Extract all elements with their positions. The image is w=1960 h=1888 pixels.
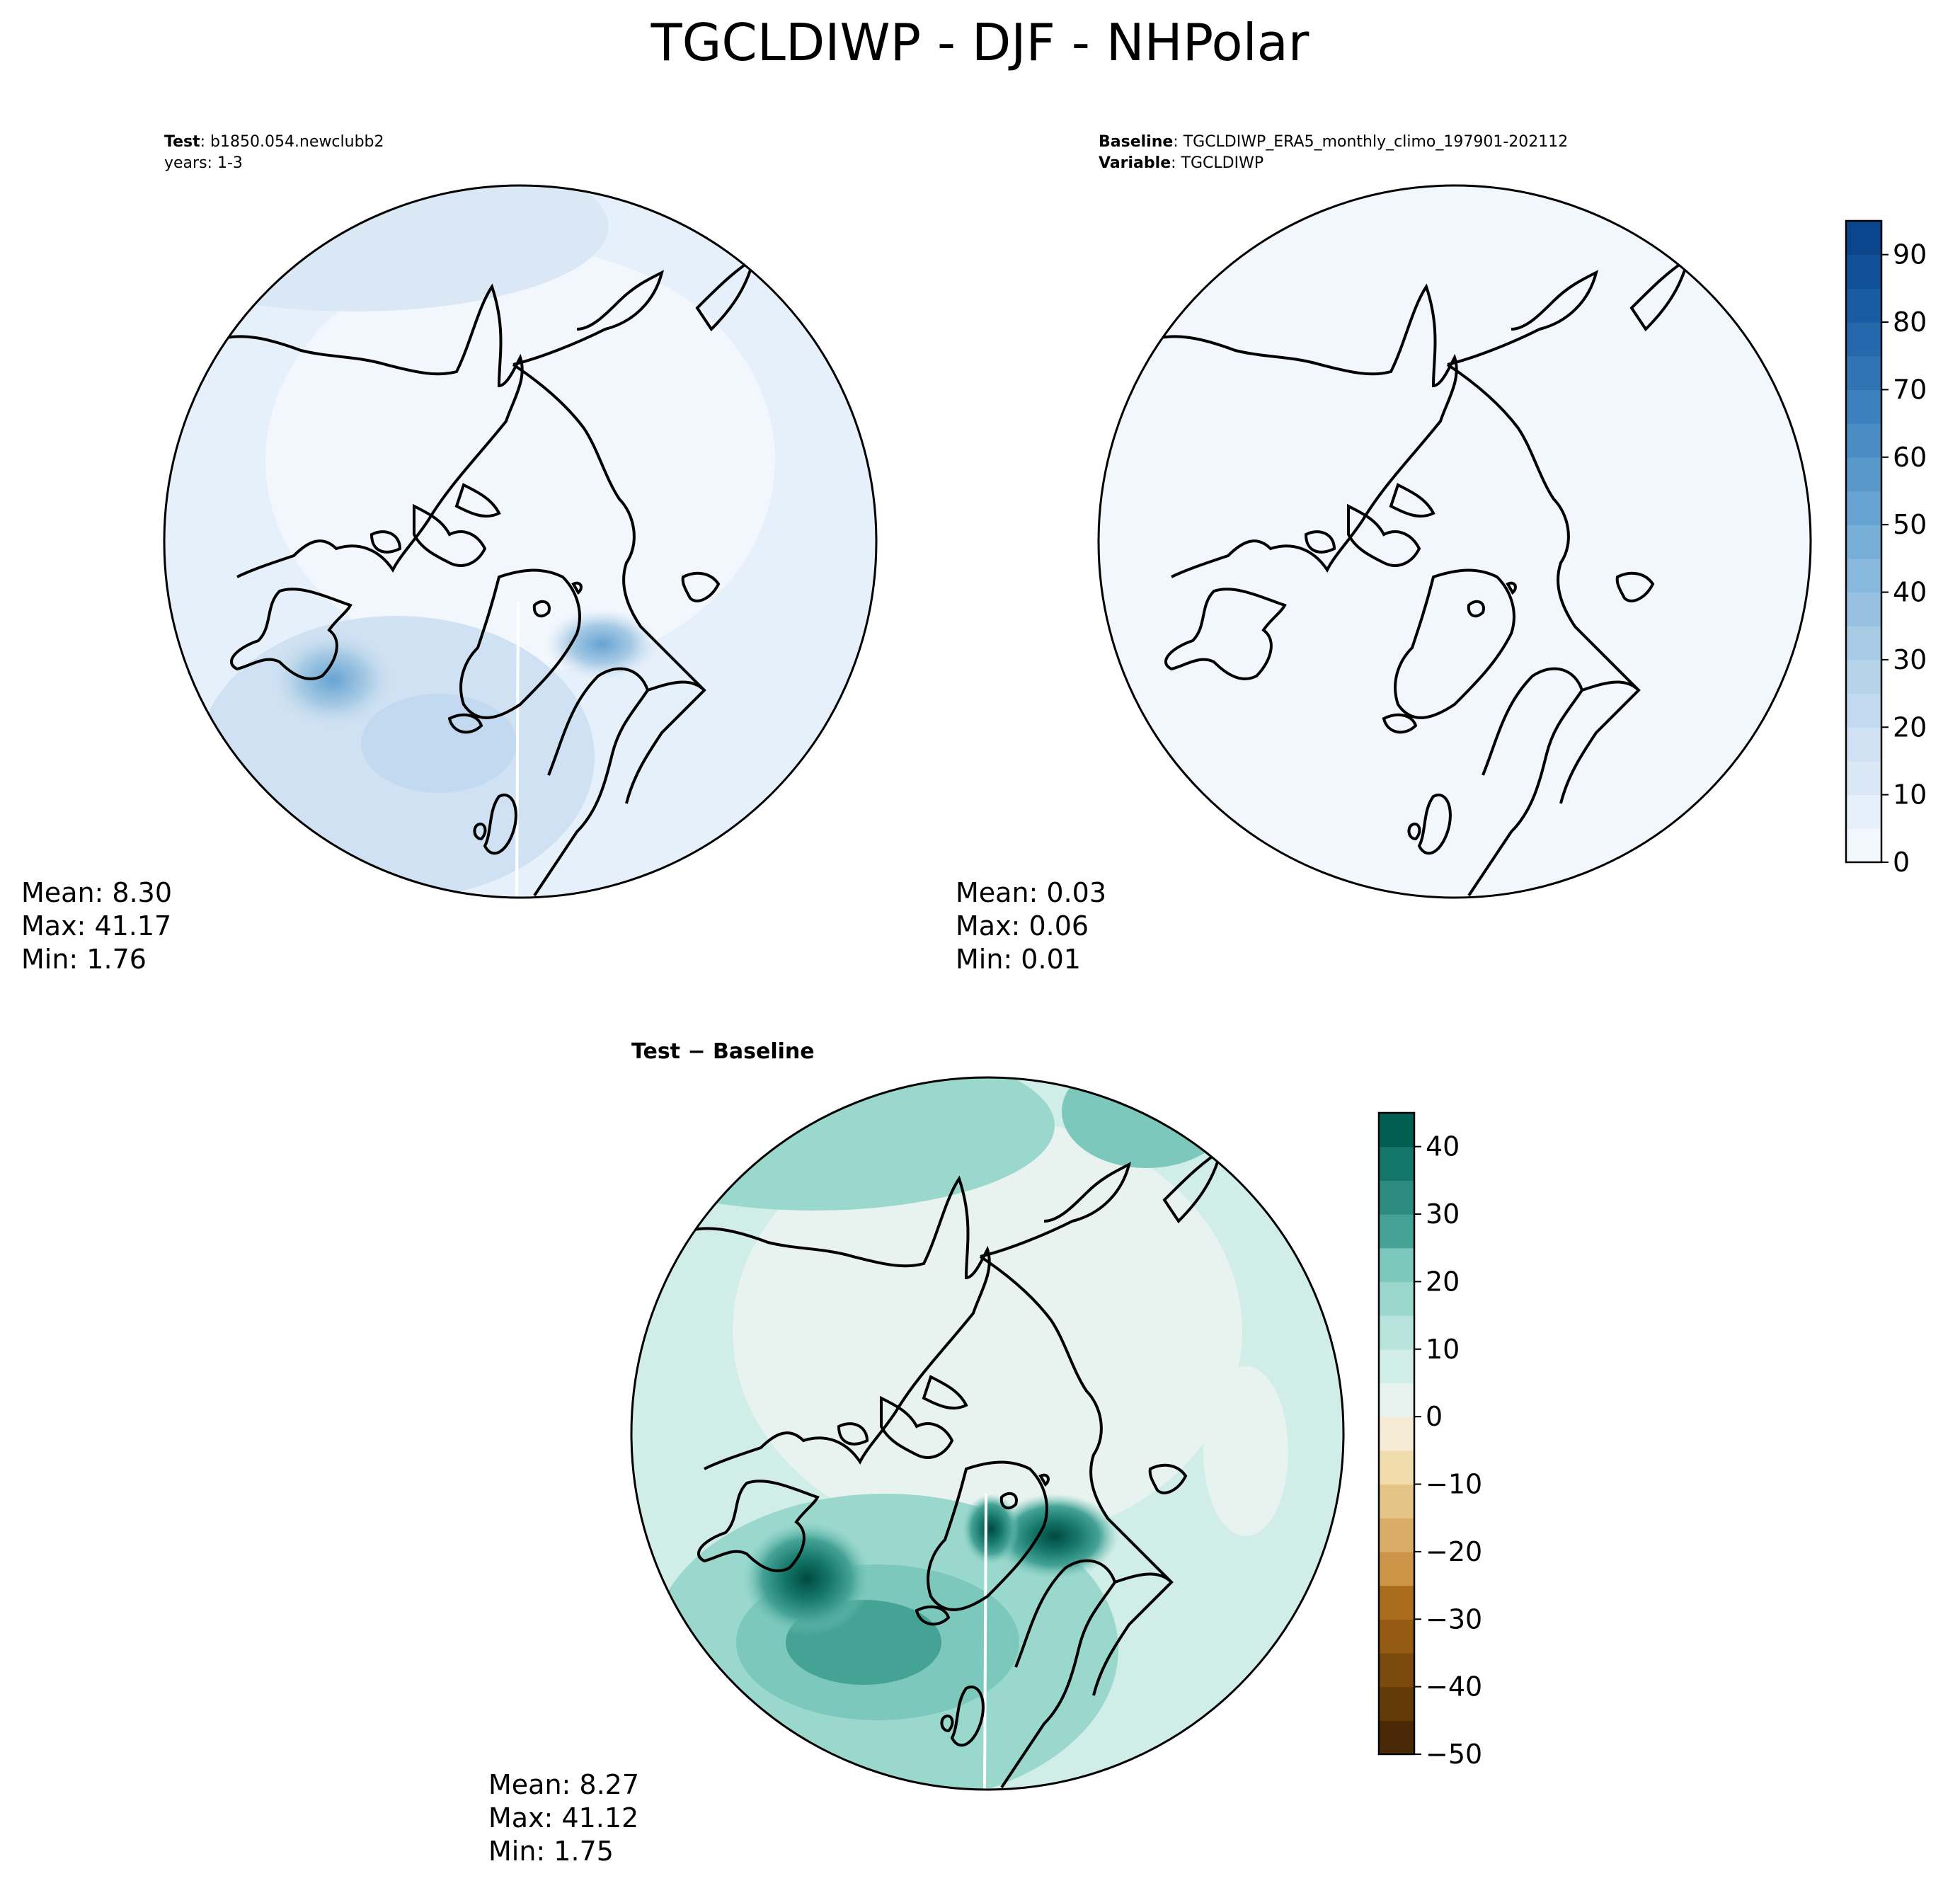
colorbar-brbg-segment	[1379, 1720, 1414, 1755]
test-header: Test: b1850.054.newclubb2 years: 1-3	[164, 132, 384, 174]
baseline-map	[1097, 184, 1812, 899]
test-label: Test	[164, 133, 200, 151]
colorbar-blues-tick-label: 50	[1893, 509, 1927, 540]
baseline-stats: Mean: 0.03 Max: 0.06 Min: 0.01	[956, 876, 1106, 976]
colorbar-brbg-segment	[1379, 1551, 1414, 1586]
test-min: Min: 1.76	[21, 944, 147, 975]
diff-mean: Mean: 8.27	[488, 1769, 640, 1800]
baseline-min: Min: 0.01	[956, 944, 1081, 975]
colorbar-blues-segment	[1846, 693, 1881, 728]
colorbar-brbg-tick-label: 10	[1426, 1334, 1460, 1365]
test-years: years: 1-3	[164, 154, 243, 172]
colorbar-blues-tick-label: 10	[1893, 779, 1927, 811]
colorbar-blues-tick-label: 90	[1893, 239, 1927, 270]
test-mean: Mean: 8.30	[21, 877, 173, 908]
colorbar-blues-segment	[1846, 254, 1881, 289]
colorbar-blues-segment	[1846, 760, 1881, 796]
colorbar-brbg-segment	[1379, 1518, 1414, 1552]
test-case-name: b1850.054.newclubb2	[210, 133, 384, 151]
colorbar-blues-segment	[1846, 659, 1881, 694]
colorbar-blues-segment	[1846, 626, 1881, 660]
colorbar-blues-frame	[1845, 219, 1883, 864]
colorbar-brbg-segment	[1379, 1686, 1414, 1721]
colorbar-brbg-tick-label: −40	[1426, 1671, 1482, 1703]
colorbar-blues-segment	[1846, 592, 1881, 627]
colorbar-brbg-segment	[1379, 1247, 1414, 1283]
test-stats: Mean: 8.30 Max: 41.17 Min: 1.76	[21, 876, 172, 976]
colorbar-blues-tick-label: 0	[1893, 847, 1910, 878]
diff-stats: Mean: 8.27 Max: 41.12 Min: 1.75	[488, 1768, 639, 1868]
colorbar-brbg-segment	[1379, 1315, 1414, 1350]
colorbar-brbg-segment	[1379, 1417, 1414, 1451]
diff-panel-title: Test − Baseline	[631, 1039, 815, 1064]
diff-max: Max: 41.12	[488, 1802, 639, 1833]
colorbar-brbg-tick-label: 40	[1426, 1131, 1460, 1162]
colorbar-brbg-segment	[1379, 1349, 1414, 1384]
colorbar-brbg-segment	[1379, 1585, 1414, 1620]
baseline-mean: Mean: 0.03	[956, 877, 1107, 908]
baseline-case-name: TGCLDIWP_ERA5_monthly_climo_197901-20211…	[1183, 133, 1569, 151]
colorbar-brbg-segment	[1379, 1113, 1414, 1148]
diff-min: Min: 1.75	[488, 1836, 614, 1867]
colorbar-brbg-segment	[1379, 1146, 1414, 1181]
colorbar-blues-segment	[1846, 355, 1881, 391]
colorbar-blues-tick-label: 70	[1893, 374, 1927, 405]
colorbar-blues-tick-label: 40	[1893, 577, 1927, 608]
colorbar-blues-segment	[1846, 221, 1881, 256]
colorbar-brbg-tick-label: 30	[1426, 1198, 1460, 1230]
colorbar-brbg-segment	[1379, 1484, 1414, 1518]
colorbar-blues-segment	[1846, 423, 1881, 458]
colorbar-blues-tick-label: 60	[1893, 442, 1927, 473]
colorbar-blues-tick-label: 80	[1893, 307, 1927, 338]
colorbar-brbg-frame	[1377, 1111, 1416, 1756]
baseline-label: Baseline	[1099, 133, 1174, 151]
colorbar-blues-segment	[1846, 828, 1881, 863]
baseline-header: Baseline: TGCLDIWP_ERA5_monthly_climo_19…	[1099, 133, 1569, 172]
colorbar-blues-segment	[1846, 794, 1881, 829]
baseline-max: Max: 0.06	[956, 910, 1089, 942]
colorbar-brbg-tick-label: −10	[1426, 1469, 1482, 1500]
colorbar-brbg-tick-label: −30	[1426, 1603, 1482, 1635]
colorbar-brbg-segment	[1379, 1180, 1414, 1215]
colorbar-brbg-tick-label: 0	[1426, 1401, 1443, 1432]
colorbar-blues-segment	[1846, 288, 1881, 323]
colorbar-brbg-segment	[1379, 1214, 1414, 1249]
test-max: Max: 41.17	[21, 910, 172, 942]
colorbar-brbg-tick-label: −20	[1426, 1536, 1482, 1567]
variable-label: Variable	[1099, 154, 1171, 172]
test-map	[163, 184, 878, 899]
colorbar-brbg-tick-label: 20	[1426, 1266, 1460, 1297]
colorbar-brbg: 40 30 20 10 0 −10 −20 −30 −40 −50	[1377, 1111, 1482, 1770]
colorbar-brbg-segment	[1379, 1450, 1414, 1485]
colorbar-blues-segment	[1846, 525, 1881, 559]
colorbar-blues-segment	[1846, 389, 1881, 424]
colorbar-blues-segment	[1846, 727, 1881, 762]
colorbar-brbg-segment	[1379, 1652, 1414, 1688]
colorbar-blues: 0 10 20 30 40 50 60 70 80 90	[1845, 219, 1927, 878]
colorbar-brbg-tick-label: −50	[1426, 1739, 1482, 1770]
colorbar-blues-segment	[1846, 558, 1881, 593]
colorbar-brbg-segment	[1379, 1619, 1414, 1654]
colorbar-blues-segment	[1846, 322, 1881, 357]
colorbar-blues-tick-label: 30	[1893, 644, 1927, 675]
colorbar-blues-segment	[1846, 491, 1881, 525]
figure-title: TGCLDIWP - DJF - NHPolar	[651, 13, 1309, 72]
colorbar-blues-segment	[1846, 457, 1881, 492]
colorbar-blues-tick-label: 20	[1893, 711, 1927, 743]
variable-name: TGCLDIWP	[1181, 154, 1264, 172]
colorbar-brbg-segment	[1379, 1383, 1414, 1417]
colorbar-brbg-segment	[1379, 1281, 1414, 1316]
diff-map	[630, 1076, 1345, 1791]
